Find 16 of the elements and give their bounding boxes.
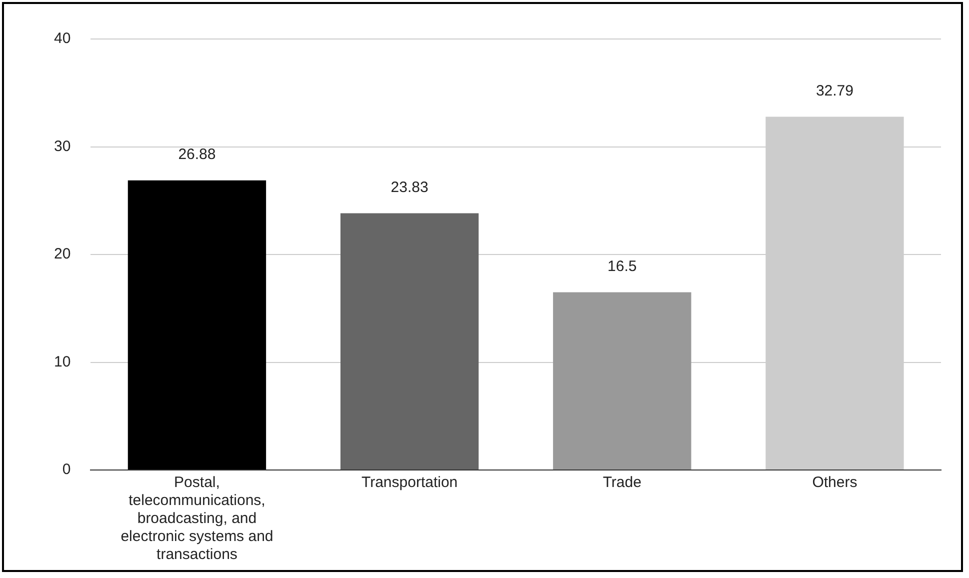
data-label: 16.5: [608, 258, 637, 275]
x-tick-label: Trade: [602, 474, 642, 492]
y-tick-label: 30: [54, 138, 71, 155]
x-tick-label: Postal, telecommunications, broadcasting, and electronic systems and transactions: [120, 474, 274, 564]
data-label: 26.88: [178, 146, 216, 164]
bar: [340, 213, 479, 470]
x-tick-label: Transportation: [361, 474, 458, 492]
bar: [553, 292, 692, 470]
x-tick-label: Others: [812, 474, 858, 492]
y-tick-label: 40: [54, 30, 71, 48]
y-tick-label: 20: [54, 246, 71, 263]
data-label: 23.83: [390, 178, 428, 196]
y-tick-label: 10: [54, 353, 71, 370]
bar: [128, 180, 266, 470]
data-label: 32.79: [816, 82, 854, 100]
y-tick-label: 0: [62, 461, 71, 478]
